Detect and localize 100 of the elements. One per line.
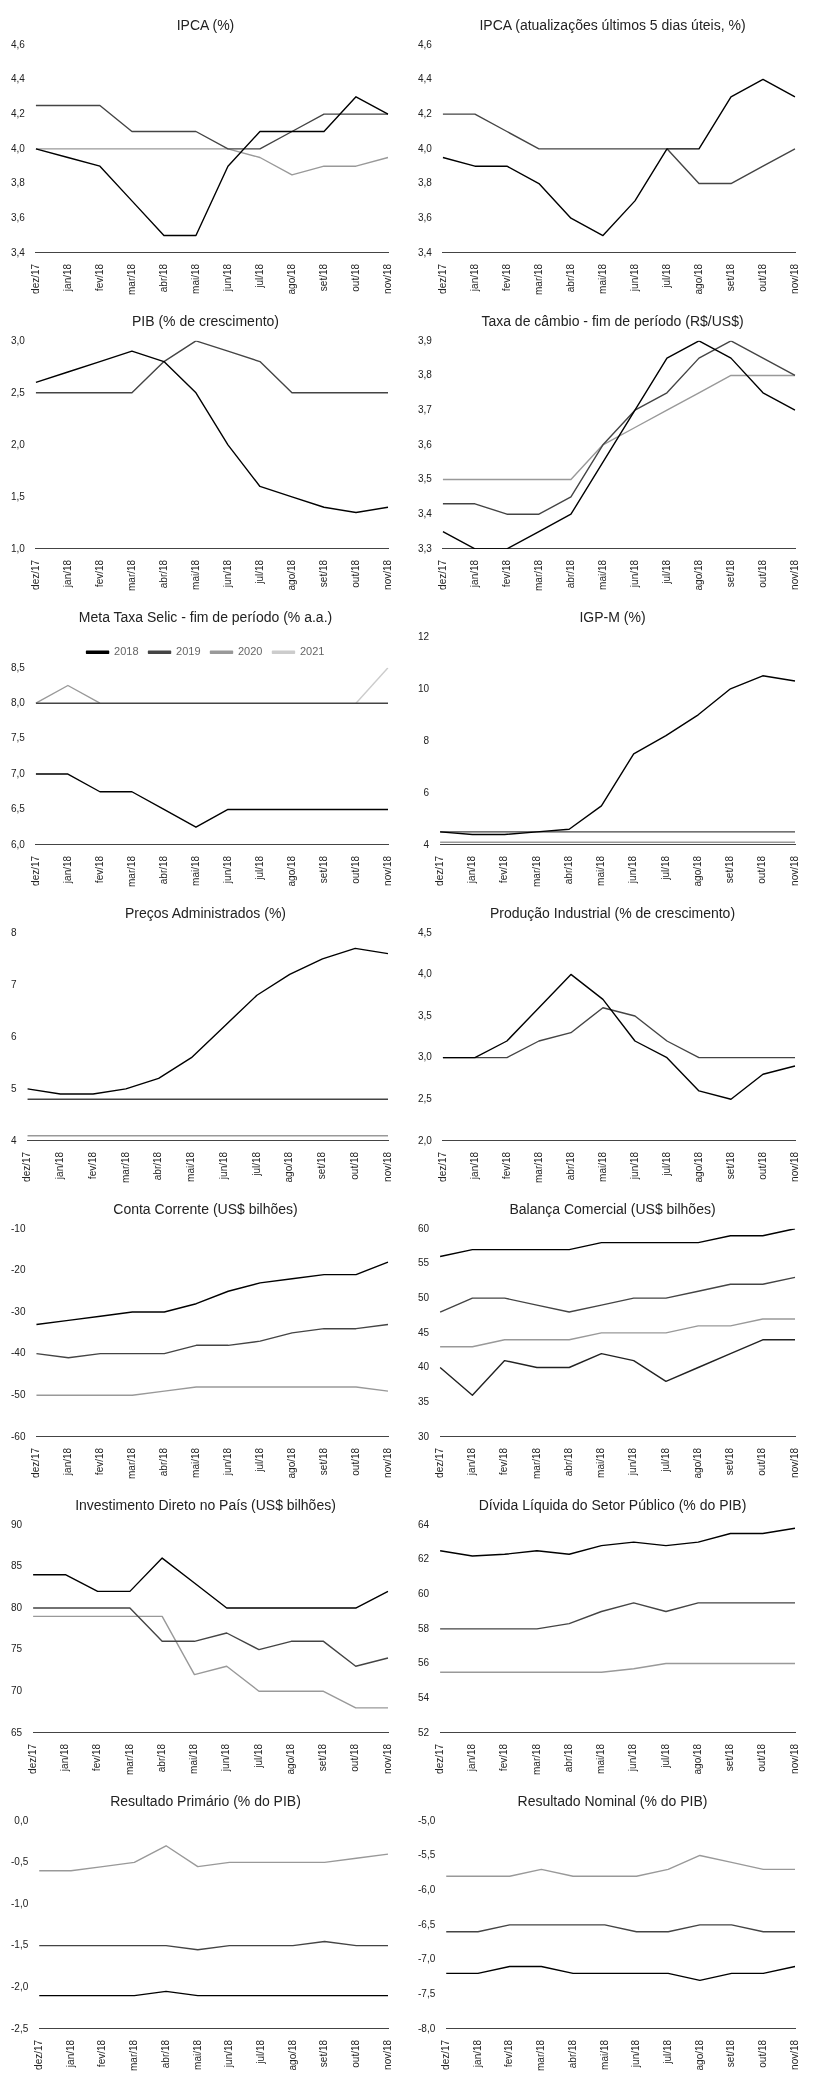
x-tick-label: jul/18 [253, 559, 265, 585]
y-tick-label: -2,0 [11, 1981, 29, 1993]
x-tick-label: mai/18 [595, 1447, 607, 1478]
y-tick-label: 4,4 [418, 73, 433, 85]
x-tick-label: out/18 [756, 559, 768, 588]
x-tick-label: nov/18 [381, 2039, 393, 2070]
x-tick-label: set/18 [317, 1447, 329, 1476]
x-tick-label: jun/18 [220, 1743, 232, 1773]
y-tick-label: 4,0 [11, 142, 26, 154]
y-tick-label: 35 [418, 1395, 430, 1407]
x-tick-label: fev/18 [498, 1447, 510, 1476]
x-tick-label: out/18 [756, 263, 768, 292]
x-tick-label: fev/18 [500, 559, 512, 588]
y-tick-label: 3,6 [11, 211, 26, 223]
y-tick-label: 1,5 [11, 490, 26, 502]
x-tick-label: mar/18 [123, 1743, 135, 1775]
x-tick-label: jun/18 [627, 1447, 639, 1477]
y-tick-label: 65 [11, 1726, 23, 1738]
chart-title: PIB (% de crescimento) [131, 313, 280, 330]
y-tick-label: 56 [418, 1657, 430, 1669]
y-tick-label: 3,3 [418, 542, 433, 554]
y-tick-label: 4,0 [418, 968, 433, 980]
x-tick-label: mai/18 [595, 855, 607, 886]
x-tick-label: fev/18 [94, 1447, 106, 1476]
x-tick-label: jul/18 [253, 263, 265, 289]
y-tick-label: -40 [11, 1347, 26, 1359]
y-tick-label: -60 [11, 1430, 26, 1442]
x-tick-label: mai/18 [189, 855, 201, 886]
x-tick-label: jun/18 [628, 1151, 640, 1181]
x-tick-label: jun/18 [628, 263, 640, 293]
x-tick-label: abr/18 [155, 1743, 167, 1773]
x-tick-label: jun/18 [221, 263, 233, 293]
x-tick-label: abr/18 [564, 559, 576, 589]
y-tick-label: -6,0 [418, 1883, 436, 1895]
x-tick-label: nov/18 [788, 1447, 800, 1478]
x-tick-label: jul/18 [661, 2039, 673, 2065]
x-tick-label: jul/18 [253, 1447, 265, 1473]
y-tick-label: 2,0 [11, 438, 26, 450]
y-tick-label: 30 [418, 1430, 430, 1442]
chart-title: Preços Administrados (%) [124, 905, 287, 922]
x-tick-label: dez/17 [436, 263, 448, 294]
y-tick-label: 80 [11, 1601, 23, 1613]
x-tick-label: fev/18 [498, 855, 510, 884]
x-tick-label: fev/18 [500, 263, 512, 292]
x-tick-label: ago/18 [692, 1151, 704, 1183]
x-tick-label: jan/18 [64, 2039, 76, 2069]
x-tick-label: jul/18 [252, 1743, 264, 1769]
x-tick-label: ago/18 [692, 263, 704, 295]
x-tick-label: jun/18 [221, 1447, 233, 1477]
y-tick-label: 3,0 [11, 334, 26, 346]
y-tick-label: 4,2 [11, 107, 26, 119]
x-tick-label: set/18 [318, 2039, 330, 2068]
chart-title: Resultado Nominal (% do PIB) [517, 1793, 708, 1810]
x-tick-label: jul/18 [660, 263, 672, 289]
x-tick-label: dez/17 [32, 2039, 44, 2070]
y-tick-label: 90 [11, 1518, 23, 1530]
y-tick-label: 4,0 [418, 142, 433, 154]
y-tick-label: 5 [11, 1082, 17, 1094]
x-tick-label: mar/18 [125, 855, 137, 887]
x-tick-label: dez/17 [433, 855, 445, 886]
x-tick-label: jul/18 [253, 855, 265, 881]
x-tick-label: out/18 [349, 1447, 361, 1476]
y-tick-label: 6 [11, 1030, 17, 1042]
x-tick-label: nov/18 [788, 263, 800, 294]
y-tick-label: 8 [423, 734, 430, 746]
chart-title: Produção Industrial (% de crescimento) [489, 905, 736, 922]
y-tick-label: 3,0 [418, 1051, 433, 1063]
x-tick-label: mar/18 [535, 2039, 547, 2071]
y-tick-label: 3,6 [418, 211, 433, 223]
x-tick-label: nov/18 [788, 1151, 800, 1182]
x-tick-label: mai/18 [189, 263, 201, 294]
x-tick-label: nov/18 [381, 559, 393, 590]
x-tick-label: jun/18 [221, 559, 233, 589]
y-tick-label: 3,5 [418, 1009, 433, 1021]
y-tick-label: 70 [11, 1685, 23, 1697]
x-tick-label: abr/18 [157, 263, 169, 293]
y-tick-label: 75 [11, 1643, 23, 1655]
x-tick-label: out/18 [349, 559, 361, 588]
x-tick-label: jul/18 [660, 559, 672, 585]
y-tick-label: -2,5 [11, 2022, 29, 2034]
x-tick-label: set/18 [317, 1743, 329, 1772]
chart-title: Meta Taxa Selic - fim de período (% a.a.) [78, 609, 333, 626]
y-tick-label: 3,8 [418, 177, 433, 189]
x-tick-label: mai/18 [596, 263, 608, 294]
x-tick-label: jan/18 [471, 2039, 483, 2069]
x-tick-label: jan/18 [468, 559, 480, 589]
x-tick-label: jul/18 [250, 1151, 262, 1177]
x-tick-label: abr/18 [566, 2039, 578, 2069]
x-tick-label: abr/18 [158, 1447, 170, 1477]
x-tick-label: abr/18 [157, 855, 169, 885]
chart-title: Taxa de câmbio - fim de período (R$/US$) [481, 313, 744, 330]
x-tick-label: ago/18 [286, 2039, 298, 2071]
x-tick-label: set/18 [317, 263, 329, 292]
x-tick-label: mai/18 [596, 1151, 608, 1182]
x-tick-label: dez/17 [26, 1743, 38, 1774]
y-tick-label: -20 [11, 1264, 26, 1276]
x-tick-label: jun/18 [221, 855, 233, 885]
x-tick-label: nov/18 [381, 263, 393, 294]
x-tick-label: mai/18 [188, 1743, 200, 1774]
y-tick-label: 85 [11, 1560, 23, 1572]
